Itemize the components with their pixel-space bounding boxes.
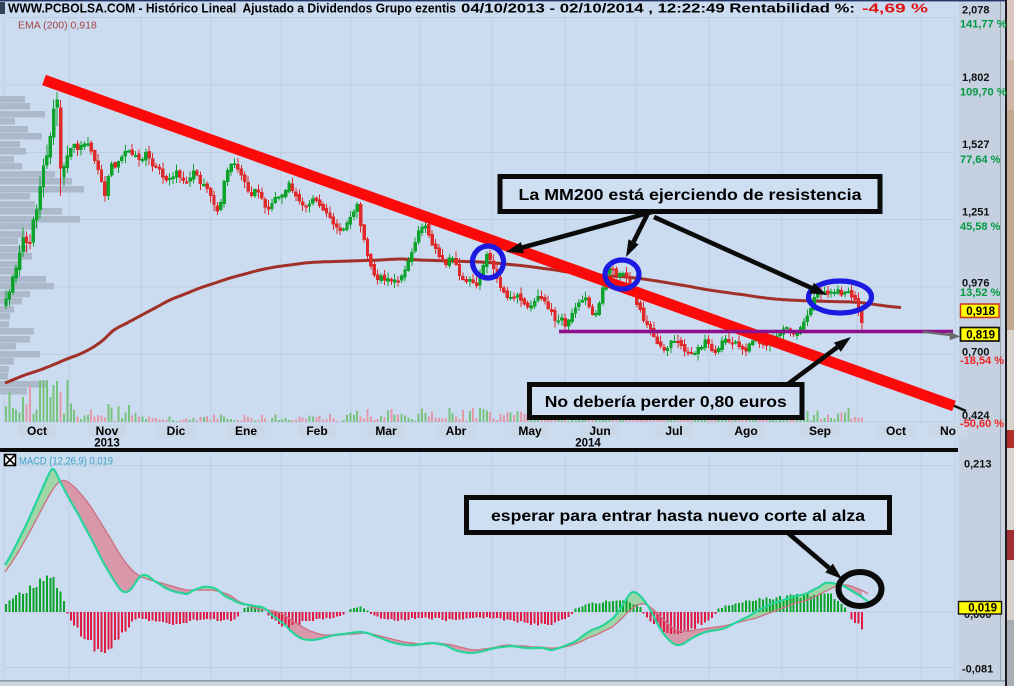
svg-text:Feb: Feb	[306, 424, 327, 438]
svg-text:2014: 2014	[575, 438, 601, 450]
svg-text:EMA (200) 0,918: EMA (200) 0,918	[18, 20, 97, 32]
svg-text:0,700: 0,700	[962, 346, 990, 358]
svg-text:0,019: 0,019	[968, 603, 997, 615]
svg-text:141,77 %: 141,77 %	[960, 19, 1007, 31]
svg-text:La MM200 está ejerciendo de re: La MM200 está ejerciendo de resistencia	[519, 187, 862, 204]
svg-text:04/10/2013 - 02/10/2014 , 12:2: 04/10/2013 - 02/10/2014 , 12:22:49 Renta…	[461, 1, 855, 16]
svg-text:0,819: 0,819	[966, 329, 995, 341]
svg-text:1,251: 1,251	[962, 207, 990, 219]
svg-text:esperar para entrar hasta nuev: esperar para entrar hasta nuevo corte al…	[491, 508, 865, 525]
svg-text:0,213: 0,213	[964, 459, 992, 471]
svg-text:-50,60 %: -50,60 %	[960, 418, 1004, 430]
svg-text:109,70 %: 109,70 %	[960, 87, 1007, 99]
svg-text:Sep: Sep	[809, 424, 831, 438]
svg-text:0,918: 0,918	[966, 306, 995, 318]
svg-text:1,802: 1,802	[962, 72, 990, 84]
svg-text:Abr: Abr	[446, 424, 467, 438]
svg-text:Oct: Oct	[886, 424, 906, 438]
svg-text:No: No	[940, 424, 956, 438]
svg-text:13,52 %: 13,52 %	[960, 287, 1001, 299]
svg-text:Ago: Ago	[734, 424, 757, 438]
svg-text:1,527: 1,527	[962, 139, 990, 151]
svg-text:0,424: 0,424	[962, 410, 990, 422]
svg-text:2013: 2013	[94, 438, 120, 450]
svg-text:Ene: Ene	[235, 424, 257, 438]
svg-text:-18,54 %: -18,54 %	[960, 355, 1004, 367]
svg-text:2,078: 2,078	[962, 5, 990, 17]
svg-text:77,64 %: 77,64 %	[960, 154, 1001, 166]
svg-text:Oct: Oct	[27, 424, 47, 438]
svg-text:Mar: Mar	[375, 424, 397, 438]
svg-text:0,976: 0,976	[962, 278, 990, 290]
svg-text:May: May	[518, 424, 542, 438]
svg-text:Nov: Nov	[96, 424, 119, 438]
svg-text:-0,081: -0,081	[962, 664, 993, 676]
svg-text:No debería perder 0,80 euros: No debería perder 0,80 euros	[545, 394, 787, 411]
svg-text:MACD (12,26,9) 0,019: MACD (12,26,9) 0,019	[19, 456, 113, 468]
svg-text:Jul: Jul	[665, 424, 682, 438]
svg-text:45,58 %: 45,58 %	[960, 221, 1001, 233]
svg-text:-4,69 %: -4,69 %	[862, 1, 929, 16]
svg-text:Dic: Dic	[167, 424, 186, 438]
svg-text:Jun: Jun	[589, 424, 610, 438]
svg-text:WWW.PCBOLSA.COM - Histórico Li: WWW.PCBOLSA.COM - Histórico Lineal Ajust…	[8, 1, 456, 16]
